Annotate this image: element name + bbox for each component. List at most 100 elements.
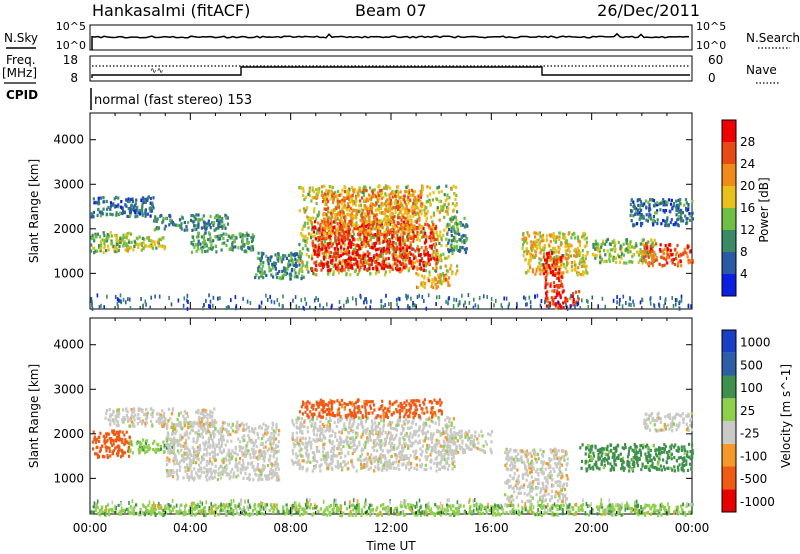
- heatmap-cell: [315, 260, 318, 264]
- heatmap-cell: [189, 424, 192, 428]
- heatmap-cell: [685, 207, 688, 211]
- heatmap-cell: [341, 229, 344, 233]
- heatmap-cell: [343, 259, 346, 263]
- heatmap-cell: [385, 247, 389, 251]
- heatmap-cell: [543, 268, 546, 272]
- heatmap-cell: [92, 236, 95, 240]
- heatmap-cell: [423, 253, 426, 257]
- heatmap-cell: [394, 242, 398, 246]
- heatmap-cell: [350, 215, 353, 219]
- heatmap-cell: [578, 254, 581, 258]
- heatmap-cell: [360, 295, 362, 300]
- heatmap-cell: [560, 305, 563, 309]
- heatmap-cell: [438, 210, 441, 214]
- heatmap-cell: [332, 272, 335, 276]
- heatmap-cell: [142, 247, 145, 251]
- heatmap-cell: [625, 241, 628, 245]
- heatmap-cell: [456, 229, 459, 234]
- heatmap-cell: [428, 226, 431, 230]
- heatmap-cell: [542, 255, 545, 259]
- heatmap-cell: [246, 476, 249, 481]
- heatmap-cell: [138, 440, 142, 444]
- heatmap-cell: [216, 477, 219, 482]
- heatmap-cell: [268, 265, 271, 270]
- heatmap-cell: [111, 439, 114, 443]
- heatmap-cell: [368, 257, 371, 261]
- heatmap-cell: [415, 220, 418, 224]
- heatmap-cell: [116, 436, 119, 440]
- heatmap-cell: [401, 226, 404, 230]
- heatmap-cell: [383, 267, 386, 271]
- heatmap-cell: [352, 242, 355, 246]
- heatmap-cell: [339, 227, 342, 232]
- heatmap-cell: [594, 239, 597, 243]
- heatmap-cell: [526, 231, 529, 235]
- heatmap-cell: [90, 215, 93, 219]
- heatmap-cell: [317, 191, 320, 195]
- heatmap-cell: [401, 268, 404, 272]
- heatmap-cell: [463, 239, 466, 243]
- heatmap-cell: [268, 269, 271, 273]
- heatmap-cell: [363, 228, 366, 232]
- heatmap-cell: [557, 255, 560, 259]
- heatmap-cell: [305, 253, 308, 257]
- heatmap-cell: [681, 211, 684, 215]
- heatmap-cell: [169, 469, 172, 473]
- colorbar-swatch: [722, 230, 736, 252]
- heatmap-cell: [347, 246, 350, 250]
- heatmap-cell: [585, 236, 588, 240]
- heatmap-cell: [426, 209, 429, 213]
- heatmap-cell: [355, 301, 358, 306]
- heatmap-cell: [277, 440, 280, 444]
- heatmap-cell: [366, 268, 369, 272]
- heatmap-cell: [619, 247, 622, 251]
- heatmap-cell: [349, 207, 352, 211]
- heatmap-cell: [382, 203, 385, 207]
- heatmap-cell: [397, 296, 400, 301]
- heatmap-cell: [196, 450, 199, 454]
- heatmap-cell: [327, 272, 330, 276]
- heatmap-cell: [523, 250, 526, 254]
- heatmap-cell: [287, 264, 290, 268]
- heatmap-cell: [415, 238, 418, 242]
- heatmap-cell: [412, 214, 415, 218]
- heatmap-cell: [231, 248, 234, 252]
- heatmap-cell: [99, 196, 102, 200]
- heatmap-cell: [422, 235, 425, 239]
- heatmap-cell: [264, 445, 267, 449]
- heatmap-cell: [245, 448, 248, 452]
- heatmap-cell: [388, 302, 390, 307]
- heatmap-cell: [260, 255, 263, 259]
- heatmap-cell: [330, 189, 333, 193]
- heatmap-cell: [678, 306, 681, 311]
- heatmap-cell: [117, 450, 120, 454]
- heatmap-cell: [392, 255, 395, 259]
- heatmap-cell: [127, 449, 130, 453]
- heatmap-cell: [372, 246, 375, 250]
- heatmap-cell: [552, 250, 555, 254]
- heatmap-cell: [105, 432, 108, 436]
- heatmap-cell: [235, 462, 238, 466]
- heatmap-cell: [321, 199, 325, 204]
- colorbar-tick-label: 28: [740, 135, 755, 149]
- heatmap-cell: [368, 223, 371, 227]
- heatmap-cell: [117, 239, 120, 243]
- heatmap-cell: [373, 254, 376, 258]
- heatmap-cell: [483, 294, 485, 299]
- heatmap-cell: [403, 242, 406, 246]
- heatmap-cell: [270, 255, 273, 259]
- heatmap-cell: [329, 222, 332, 226]
- heatmap-cell: [641, 297, 643, 302]
- heatmap-cell: [618, 302, 621, 306]
- heatmap-cell: [156, 217, 159, 221]
- heatmap-cell: [447, 281, 450, 285]
- heatmap-cell: [315, 217, 318, 221]
- heatmap-cell: [423, 241, 427, 245]
- heatmap-cell: [213, 407, 216, 411]
- heatmap-cell: [500, 303, 503, 308]
- heatmap-cell: [302, 275, 305, 279]
- heatmap-cell: [168, 442, 171, 446]
- heatmap-cell: [347, 213, 350, 217]
- heatmap-cell: [208, 459, 211, 463]
- heatmap-cell: [525, 252, 529, 256]
